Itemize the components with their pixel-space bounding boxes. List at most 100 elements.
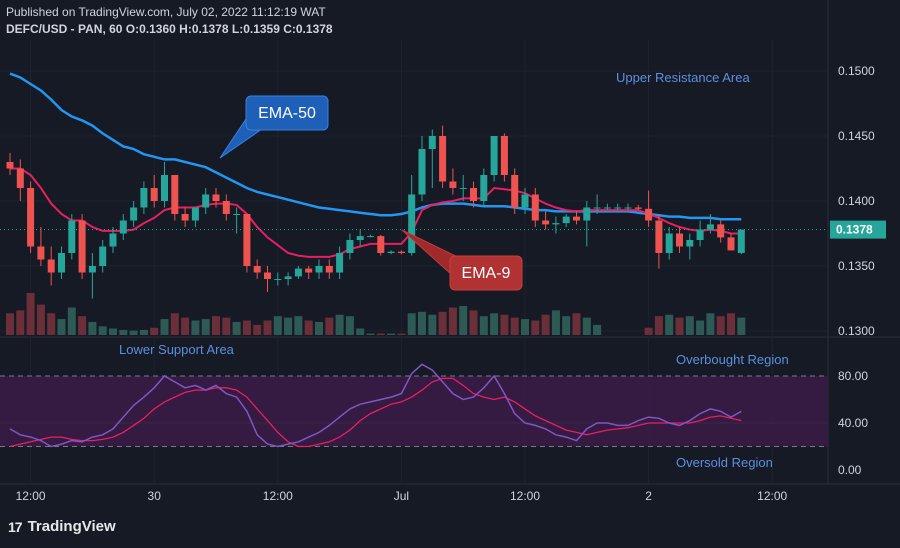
candle — [130, 201, 138, 227]
candle — [737, 229, 745, 255]
candle-body — [284, 276, 292, 279]
candle-body — [47, 259, 55, 273]
candle — [614, 203, 622, 211]
candle — [356, 229, 364, 247]
candle — [140, 181, 148, 214]
candle-body — [645, 208, 653, 221]
candle-body — [696, 229, 704, 240]
candle-body — [58, 253, 65, 273]
price-tick-label: 0.1300 — [838, 324, 875, 338]
candle-body — [377, 236, 385, 253]
candle-body — [593, 207, 601, 209]
volume-bar — [304, 320, 313, 335]
candle — [274, 272, 282, 286]
time-tick-label: 12:00 — [16, 489, 46, 503]
volume-bar — [438, 311, 447, 335]
candle — [47, 246, 55, 286]
candle-body — [686, 240, 694, 247]
candle — [202, 188, 210, 214]
volume-bar — [685, 316, 694, 335]
candle-body — [305, 268, 313, 273]
candle — [449, 168, 457, 195]
time-tick-label: 12:00 — [757, 489, 787, 503]
rsi-tick-label: 80.00 — [838, 369, 868, 383]
volume-bar — [510, 317, 519, 335]
volume-bar — [222, 317, 231, 335]
candle — [212, 188, 220, 208]
candle — [161, 162, 168, 208]
candle-body — [140, 188, 148, 208]
candle — [439, 125, 447, 188]
candle — [6, 152, 14, 175]
candle — [16, 159, 24, 201]
volume-bar — [139, 329, 148, 335]
axes: 0.1500 0.1450 0.1400 0.1350 0.1300 80.00 40.00… — [0, 64, 886, 503]
candle — [490, 136, 498, 182]
candle-body — [37, 246, 45, 260]
volume-bar — [479, 316, 488, 335]
candle-body — [439, 136, 447, 182]
candle — [37, 227, 45, 266]
candle — [387, 250, 395, 255]
candle — [99, 240, 107, 273]
volume-bar — [325, 317, 334, 335]
candle — [58, 246, 65, 279]
candle — [377, 234, 385, 256]
candlesticks — [6, 125, 745, 299]
candle-body — [603, 207, 611, 209]
candle — [676, 227, 683, 253]
lower-support-label: Lower Support Area — [119, 342, 235, 357]
rsi-tick-label: 0.00 — [838, 463, 862, 477]
volume-bar — [696, 320, 705, 335]
volume-bar — [191, 320, 200, 335]
tradingview-brand[interactable]: 17 TradingView — [8, 518, 116, 535]
volume-bar — [459, 306, 468, 335]
candle-body — [27, 188, 35, 247]
candle-body — [490, 136, 498, 175]
candle-body — [552, 223, 560, 225]
candle — [624, 203, 632, 211]
candle — [706, 214, 714, 234]
candle — [346, 233, 354, 260]
volume-bar — [593, 324, 602, 335]
volume-bar — [88, 321, 97, 335]
candle — [459, 175, 467, 201]
ema9-layer — [10, 167, 742, 258]
candle — [181, 207, 189, 227]
candle-body — [418, 149, 426, 195]
volume-bar — [572, 313, 581, 335]
candle — [325, 259, 333, 279]
candle-body — [243, 214, 251, 266]
candle — [593, 194, 601, 214]
candle — [665, 227, 673, 260]
rsi-line — [9, 363, 742, 448]
volume-bar — [551, 310, 560, 335]
candle-body — [325, 266, 333, 273]
volume-bar — [119, 329, 128, 335]
volume-bar — [170, 313, 179, 335]
volume-bar — [109, 328, 117, 335]
candle-body — [727, 237, 735, 251]
volume-bar — [654, 316, 663, 335]
candle — [264, 266, 271, 292]
candle-body — [16, 168, 24, 188]
volume-bar — [212, 316, 220, 335]
candle — [78, 214, 86, 279]
candle — [408, 175, 416, 256]
candle — [315, 259, 323, 279]
candle — [109, 227, 117, 253]
volume-bar — [284, 317, 293, 335]
published-line: Published on TradingView.com, July 02, 2… — [6, 5, 326, 19]
ema50-callout[interactable]: EMA-50 — [219, 95, 329, 159]
ema9-callout[interactable]: EMA-9 — [401, 229, 523, 291]
candle — [150, 175, 158, 208]
upper-resistance-label: Upper Resistance Area — [616, 70, 750, 85]
oversold-label: Oversold Region — [676, 455, 773, 470]
candle-body — [470, 188, 477, 201]
volume-bar — [26, 293, 35, 335]
volume-bar — [129, 330, 138, 335]
candle — [305, 266, 313, 279]
time-tick-label: 30 — [148, 489, 162, 503]
last-price-badge — [830, 220, 886, 239]
